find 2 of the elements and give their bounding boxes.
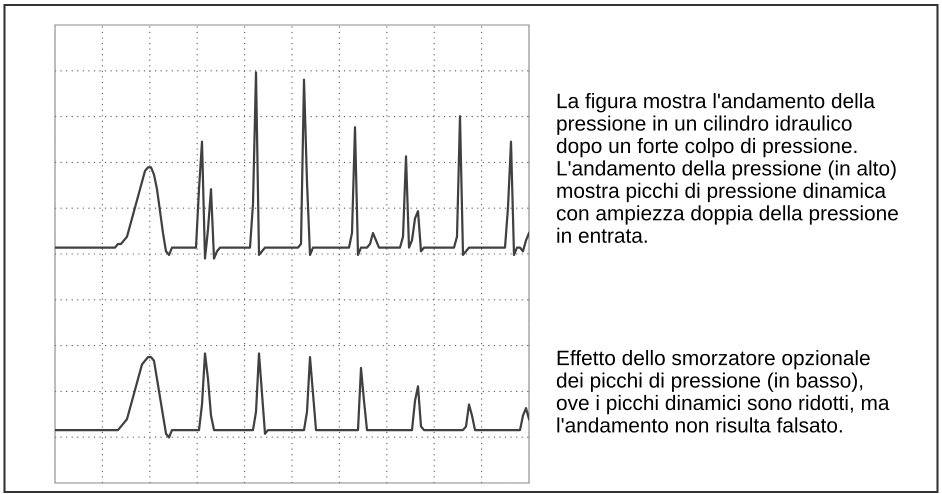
text: Effetto dello smorzatore opzionale dei picchi di pressione (in basso), ove i picchi dinamici sono ridotti, ma l'andamento non risulta falsato. [556,350,890,433]
text: La figura mostra l'andamento della pressione in un cilindro idraulico dopo un forte colpo di pressione. L'andamento della pressione (in alto) mostra picchi di pressione dinamica con ampiezza doppia della pressione in entrata. [556,93,898,243]
